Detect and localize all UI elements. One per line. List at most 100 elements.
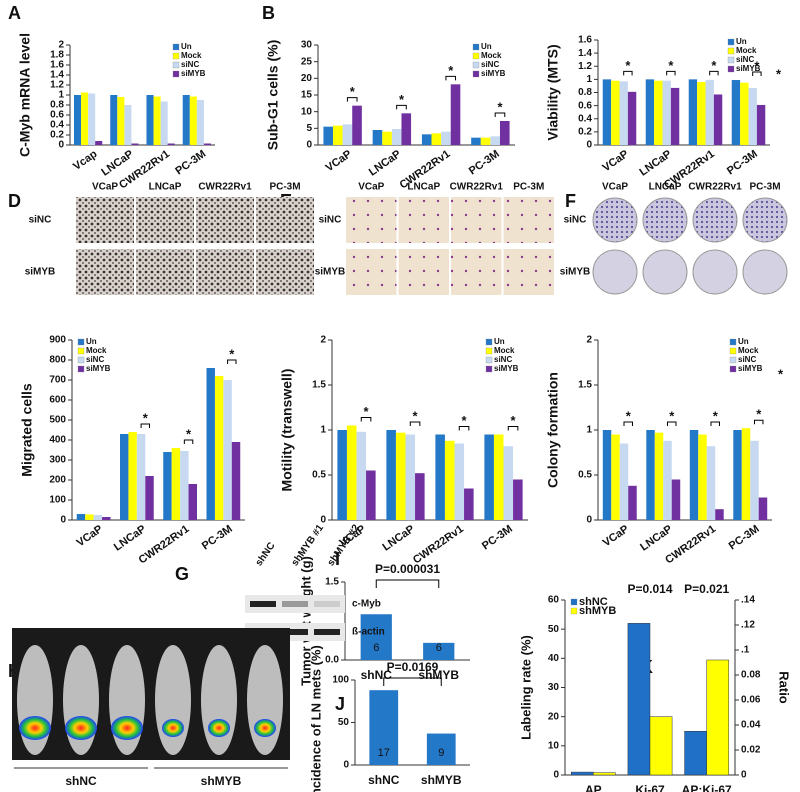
x-tick-label: LNCaP	[367, 148, 403, 179]
bar	[484, 434, 494, 520]
bar	[110, 95, 118, 145]
p-value: P=0.021	[684, 582, 729, 596]
legend-swatch	[77, 365, 85, 373]
bar	[619, 81, 628, 145]
y-tick-label: 20	[301, 73, 313, 84]
y-tick-label: 15	[301, 90, 313, 101]
y-tick-label: 0	[553, 770, 559, 781]
bar	[95, 141, 103, 145]
image-row-label: siMYB	[560, 267, 591, 278]
legend-swatch	[172, 43, 180, 51]
x-tick-label: PC-3M	[727, 523, 762, 552]
bracket	[709, 70, 719, 76]
image-row-label: siNC	[564, 215, 587, 226]
bar	[645, 79, 655, 145]
y-tick-label: 2	[58, 40, 64, 51]
bar	[145, 476, 154, 520]
y-tick-label: 0	[58, 140, 64, 151]
bar	[395, 432, 406, 520]
x-tick-label: shNC	[361, 668, 393, 682]
bar	[698, 434, 707, 520]
y-tick-label: 40	[548, 653, 560, 664]
bar	[120, 434, 129, 520]
y-tick-label: 1.5	[578, 380, 592, 391]
y2-tick-label: .14	[741, 595, 755, 606]
x-tick-label: PC-3M	[480, 523, 515, 552]
y-tick-label: 0	[320, 515, 326, 526]
bar	[706, 446, 716, 520]
signal	[254, 719, 276, 737]
legend-label: Mock	[181, 51, 202, 60]
image	[346, 197, 397, 243]
blot-band	[250, 601, 276, 607]
signal	[111, 716, 143, 740]
legend-label: siNC	[181, 60, 199, 69]
image-column-label: CWR22Rv1	[688, 182, 742, 193]
bracket	[752, 71, 762, 77]
legend-label: siNC	[736, 55, 754, 64]
bar	[611, 80, 620, 145]
bracket	[507, 426, 519, 431]
p-value: P=0.000031	[375, 562, 440, 576]
legend-swatch	[570, 607, 578, 615]
bar	[706, 659, 730, 776]
y-label: Motility (transwell)	[279, 369, 295, 492]
y-tick-label: 1	[586, 425, 592, 436]
lane-label: shMYB #2	[326, 522, 363, 568]
image-column-label: VCaP	[602, 182, 628, 193]
y-label: Colony formation	[545, 372, 561, 488]
y-tick-label: 400	[49, 435, 66, 446]
bar	[136, 434, 146, 520]
y-tick-label: 0.8	[578, 87, 592, 98]
image	[76, 249, 134, 295]
bracket	[753, 419, 764, 425]
bracket	[623, 421, 633, 426]
signal	[162, 719, 184, 737]
y-tick-label: 800	[49, 355, 66, 366]
bar	[654, 432, 664, 520]
image	[256, 197, 314, 243]
significance: *	[186, 426, 192, 441]
bar	[180, 451, 189, 520]
x-tick-label: LNCaP	[112, 523, 148, 554]
bracket	[666, 421, 677, 426]
x-tick-label: LNCaP	[637, 148, 673, 179]
y-tick-label: 0.6	[578, 100, 592, 111]
bar	[688, 79, 698, 145]
bar	[750, 440, 759, 520]
signal	[19, 716, 51, 740]
x-tick-label: AP:Ki-67	[682, 783, 732, 792]
bracket	[140, 423, 151, 428]
bar	[731, 80, 741, 145]
legend-label: Un	[86, 337, 97, 346]
legend-swatch	[472, 43, 480, 51]
legend-label: Un	[494, 337, 505, 346]
bar	[352, 105, 362, 145]
y-label: Tumor wet weight (g)	[298, 556, 313, 686]
bar	[441, 131, 451, 145]
image	[642, 249, 688, 295]
bar	[423, 642, 455, 660]
y-tick-label: 0.8	[50, 100, 64, 111]
panel-letter: D	[8, 191, 21, 211]
legend-label: siMYB	[181, 69, 206, 78]
legend-swatch	[172, 52, 180, 60]
bar	[85, 514, 94, 520]
bar	[602, 430, 612, 520]
legend-label: Mock	[736, 46, 757, 55]
bar	[602, 79, 612, 145]
y-tick-label: 10	[548, 740, 560, 751]
x-tick-label: PC-3M	[173, 148, 208, 177]
bar	[382, 131, 392, 145]
y2-tick-label: 0	[741, 770, 747, 781]
y-tick-label: 1	[320, 425, 326, 436]
significance: *	[511, 413, 517, 428]
y-tick-label: 0.5	[578, 470, 592, 481]
bar	[628, 485, 637, 520]
panel-letter: A	[8, 3, 21, 23]
bar	[689, 430, 699, 520]
significance: *	[497, 99, 503, 114]
bar	[346, 425, 357, 520]
image	[451, 249, 502, 295]
y-tick-label: 1.5	[312, 380, 326, 391]
